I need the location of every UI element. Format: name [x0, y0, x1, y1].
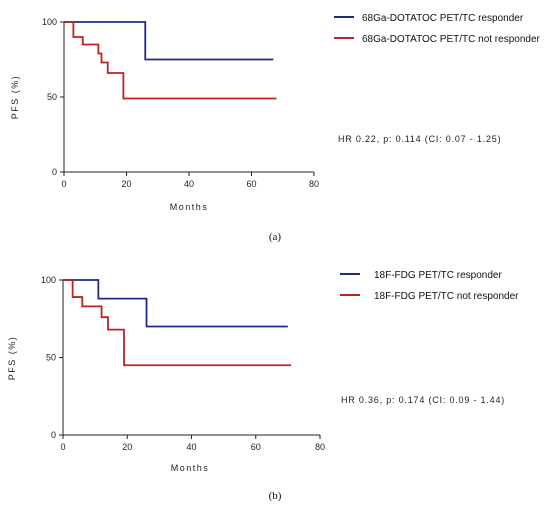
x-axis-title-b: Months [171, 463, 210, 473]
panel-label-b: (b) [269, 490, 282, 502]
y-tick-label-b-100: 100 [41, 275, 56, 285]
y-tick-label-a-0: 0 [52, 167, 57, 177]
x-tick-label-a-20: 20 [121, 179, 131, 189]
x-tick-label-a-80: 80 [309, 179, 319, 189]
x-tick-label-a-60: 60 [246, 179, 256, 189]
x-tick-label-b-80: 80 [315, 442, 325, 452]
hr-annotation-b: HR 0.36, p: 0.174 (CI: 0.09 - 1.44) [341, 395, 505, 405]
y-axis-title-a: PFS (%) [10, 75, 20, 120]
x-axis-title-a: Months [170, 202, 209, 212]
plot-area-b: 0 20 40 60 80 0 50 100 [41, 275, 325, 452]
hr-annotation-a: HR 0.22, p: 0.114 (CI: 0.07 - 1.25) [338, 134, 501, 144]
x-tick-label-a-40: 40 [184, 179, 194, 189]
chart-a: 0 20 40 60 80 0 50 100 PFS (%) Months 68Ga-DOTA… [10, 13, 541, 243]
y-tick-label-a-50: 50 [47, 92, 57, 102]
series-line-b-0 [63, 279, 288, 328]
legend-label-a-0: 68Ga-DOTATOC PET/TC responder [362, 13, 524, 24]
panel-label-a: (a) [269, 231, 282, 243]
series-line-a-0 [64, 21, 274, 61]
x-tick-label-b-40: 40 [186, 442, 196, 452]
x-tick-label-b-20: 20 [122, 442, 132, 452]
legend-label-a-1: 68Ga-DOTATOC PET/TC not responder [362, 34, 541, 45]
y-tick-label-b-50: 50 [46, 353, 56, 363]
series-line-a-1 [64, 21, 277, 100]
y-tick-label-b-0: 0 [51, 430, 56, 440]
legend-label-b-1: 18F-FDG PET/TC not responder [374, 291, 519, 302]
x-tick-label-b-60: 60 [251, 442, 261, 452]
x-tick-label-b-0: 0 [60, 442, 65, 452]
chart-b: 0 20 40 60 80 0 50 100 PFS (%) Months 18F-FDG P… [7, 270, 519, 502]
series-line-b-1 [63, 279, 292, 367]
y-axis-title-b: PFS (%) [7, 336, 17, 381]
x-tick-label-a-0: 0 [61, 179, 66, 189]
y-tick-label-a-100: 100 [42, 17, 57, 27]
plot-area-a: 0 20 40 60 80 0 50 100 [42, 17, 319, 189]
legend-label-b-0: 18F-FDG PET/TC responder [374, 270, 502, 281]
